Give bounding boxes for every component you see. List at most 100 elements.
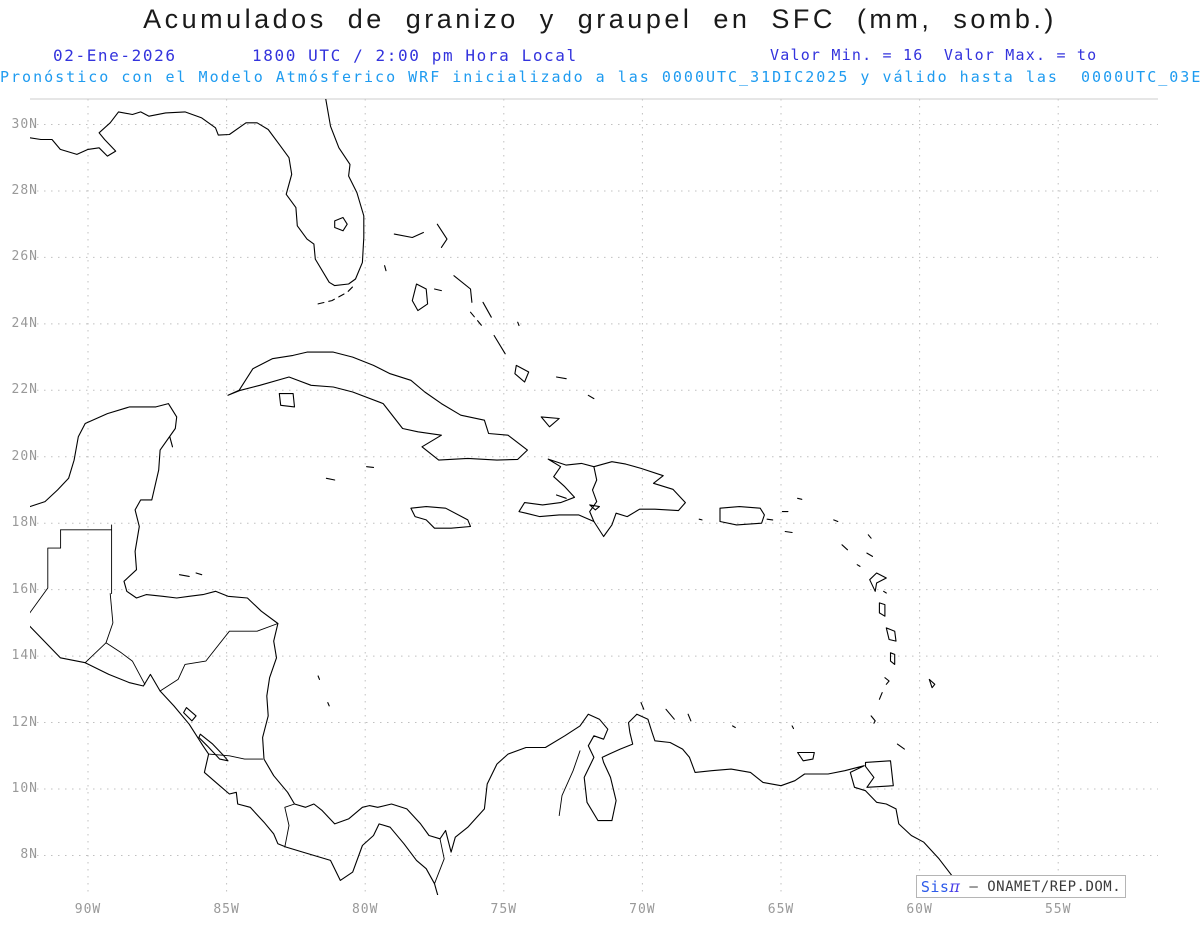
coastline-gonave bbox=[555, 494, 567, 499]
lon-tick-label: 75W bbox=[490, 902, 518, 917]
border-mexico-guatemala-west bbox=[30, 529, 62, 614]
coastline-vieques bbox=[766, 518, 774, 521]
coastline-antigua bbox=[866, 552, 874, 557]
coastline-grand-bahama bbox=[393, 231, 424, 239]
coastline-dominica bbox=[878, 602, 886, 617]
coastline-mayaguana bbox=[555, 376, 567, 380]
coastline-bay-islands-guanaja bbox=[195, 572, 203, 576]
coastline-marie-galante bbox=[883, 590, 887, 594]
border-nicaragua-costarica bbox=[208, 753, 264, 760]
attribution-sis-brand: Sis bbox=[920, 877, 950, 896]
coastline-lake-nicaragua bbox=[198, 733, 229, 762]
lat-tick-label: 10N bbox=[11, 781, 38, 796]
coastline-cuba bbox=[227, 351, 528, 461]
attribution-box: Sis π – ONAMET/REP.DOM. bbox=[916, 875, 1126, 898]
lat-tick-label: 18N bbox=[11, 515, 38, 531]
lat-tick-label: 8N bbox=[20, 847, 38, 863]
lat-tick-label: 16N bbox=[11, 581, 38, 597]
coastline-guadeloupe bbox=[869, 572, 887, 592]
lon-tick-label: 60W bbox=[906, 902, 933, 917]
coastline-long-island bbox=[493, 334, 506, 355]
coastline-st-lucia bbox=[889, 652, 896, 665]
coastline-montserrat bbox=[856, 564, 861, 567]
coastline-cayman-brac bbox=[366, 466, 375, 468]
lon-tick-label: 85W bbox=[213, 902, 240, 917]
lat-tick-label: 30N bbox=[11, 116, 38, 132]
coastline-grenada bbox=[870, 715, 876, 724]
coastline-haiti-dr-border bbox=[589, 466, 598, 523]
valid-time-label: 1800 UTC / 2:00 pm Hora Local bbox=[252, 46, 578, 65]
lon-tick-label: 55W bbox=[1044, 902, 1072, 917]
lat-tick-label: 22N bbox=[11, 382, 38, 398]
coastline-mainland-caribbean-coast bbox=[30, 403, 965, 895]
coastline-barbados bbox=[928, 678, 936, 689]
attribution-org: ONAMET/REP.DOM. bbox=[987, 878, 1122, 895]
coastline-grand-cayman bbox=[325, 477, 336, 481]
min-max-values-label: Valor Min. = 16 Valor Max. = to bbox=[770, 46, 1098, 64]
lat-tick-label: 26N bbox=[11, 249, 38, 265]
coastline-bay-islands-roatan bbox=[178, 574, 190, 577]
coastline-st-martin bbox=[833, 519, 839, 523]
coastline-acklins bbox=[514, 364, 530, 383]
coastline-isla-juventud bbox=[278, 393, 296, 408]
coastline-margarita bbox=[797, 751, 815, 762]
coastline-exuma bbox=[469, 311, 483, 327]
coastline-martinique bbox=[885, 627, 897, 642]
valid-date-label: 02-Ene-2026 bbox=[53, 46, 177, 65]
coastline-turks bbox=[587, 394, 595, 400]
coastline-trinidad bbox=[864, 760, 894, 788]
coastline-bimini bbox=[384, 265, 387, 272]
border-elsalvador-honduras bbox=[105, 642, 146, 685]
lon-tick-label: 90W bbox=[74, 902, 102, 917]
lat-tick-label: 12N bbox=[11, 714, 38, 730]
coastline-puerto-rico bbox=[719, 506, 765, 526]
border-panama-colombia bbox=[434, 838, 445, 885]
coastline-gulf-coast-florida bbox=[30, 99, 365, 287]
coastlines-group bbox=[30, 99, 965, 895]
lat-tick-label: 20N bbox=[11, 448, 38, 464]
coastline-great-inagua bbox=[540, 416, 560, 428]
coastline-los-roques bbox=[731, 725, 736, 729]
page-title: Acumulados de granizo y graupel en SFC (… bbox=[143, 4, 1057, 34]
coastline-aruba bbox=[640, 702, 645, 710]
coastline-st-vincent bbox=[884, 677, 890, 685]
lon-tick-label: 70W bbox=[629, 902, 656, 917]
coastline-mainland-pacific-coast bbox=[30, 625, 439, 895]
coastline-curacao bbox=[665, 708, 675, 720]
coastline-andros bbox=[411, 283, 429, 312]
border-honduras-nicaragua bbox=[159, 623, 279, 692]
coastline-new-providence bbox=[433, 288, 442, 292]
coastline-st-croix bbox=[784, 530, 793, 534]
coastline-jamaica bbox=[410, 506, 472, 529]
coastline-lake-okeechobee bbox=[334, 216, 348, 232]
coastline-florida-keys bbox=[317, 283, 357, 305]
coastline-lake-enriquillo bbox=[589, 504, 600, 511]
lat-tick-label: 14N bbox=[11, 648, 38, 664]
lat-tick-label: 24N bbox=[11, 315, 38, 331]
grid-lines bbox=[30, 99, 1158, 895]
lon-tick-label: 80W bbox=[351, 902, 379, 917]
coastline-anegada bbox=[797, 497, 803, 500]
coastline-san-salvador bbox=[517, 321, 520, 327]
coastline-cozumel bbox=[169, 436, 174, 448]
coastline-abaco bbox=[436, 223, 448, 248]
attribution-separator: – bbox=[960, 878, 988, 895]
border-colombia-venezuela bbox=[558, 750, 581, 817]
coastline-la-blanquilla bbox=[791, 725, 795, 730]
coastline-cat-island bbox=[482, 301, 492, 318]
coastline-grenadines bbox=[878, 692, 883, 700]
border-costarica-panama bbox=[284, 803, 295, 848]
border-guatemala-honduras bbox=[84, 593, 114, 664]
coastline-san-andres bbox=[327, 702, 330, 707]
coastline-providencia bbox=[317, 675, 321, 680]
lat-tick-label: 28N bbox=[11, 182, 38, 198]
attribution-pi-symbol: π bbox=[949, 876, 961, 896]
forecast-model-line: Pronóstico con el Modelo Atmósferico WRF… bbox=[0, 68, 1200, 86]
coastline-tobago bbox=[896, 743, 905, 750]
coastline-eleuthera bbox=[453, 275, 473, 303]
coastline-lake-managua bbox=[183, 707, 197, 722]
coastline-hispaniola bbox=[518, 458, 686, 538]
lon-tick-label: 65W bbox=[767, 902, 795, 917]
